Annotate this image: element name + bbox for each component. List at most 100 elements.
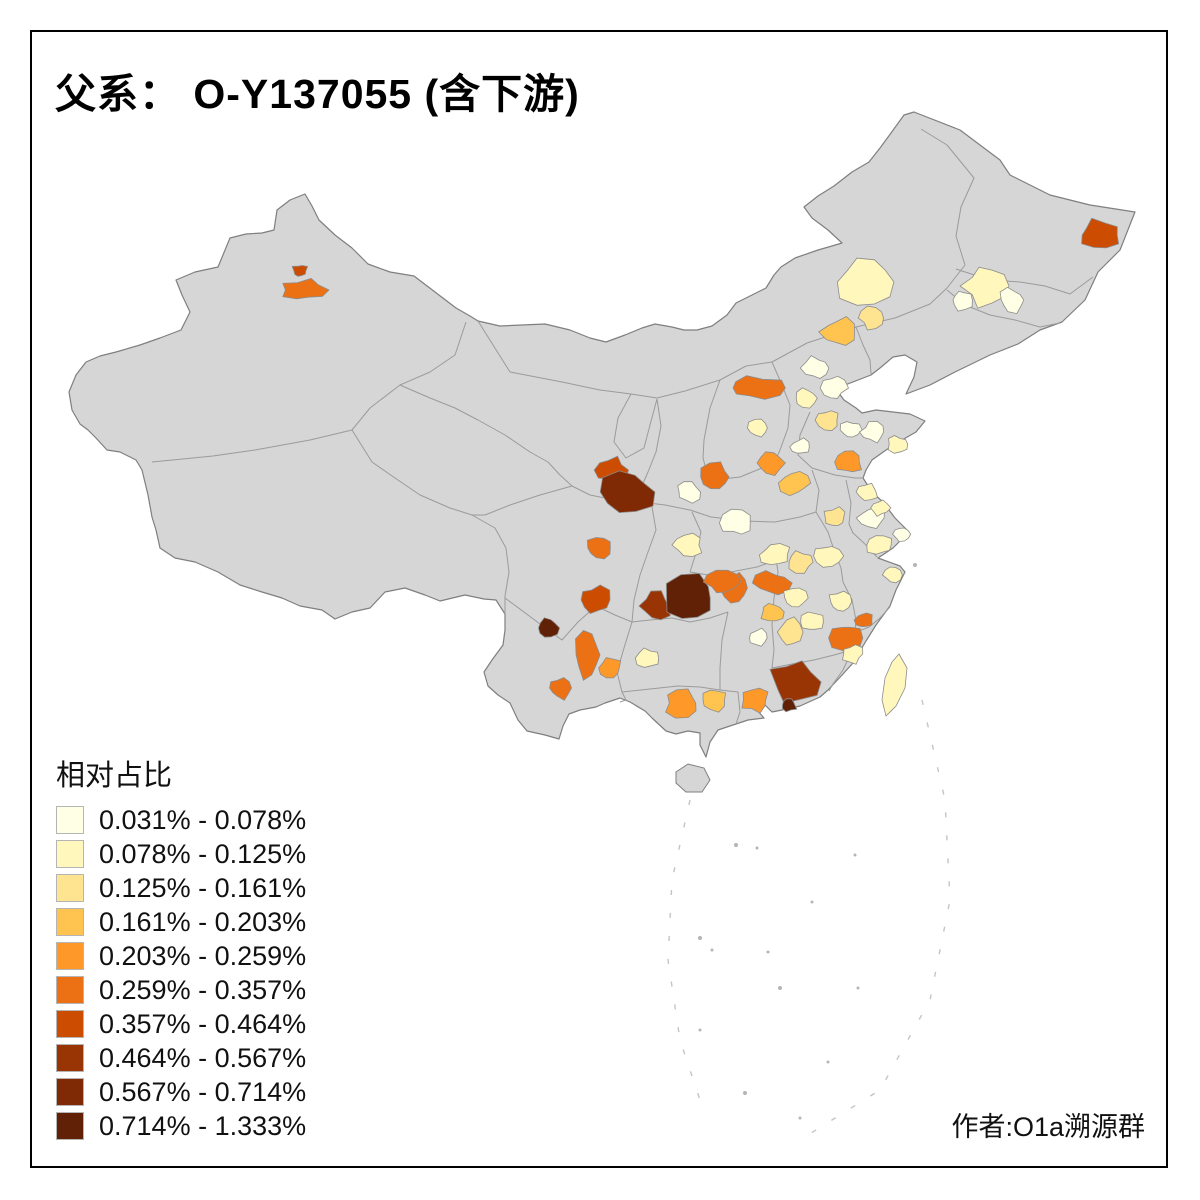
map-region xyxy=(855,482,878,501)
map-region xyxy=(758,543,791,566)
island-speck xyxy=(743,1091,747,1095)
map-region xyxy=(749,627,768,647)
legend-row: 0.203% - 0.259% xyxy=(56,942,306,970)
legend-row: 0.357% - 0.464% xyxy=(56,1010,306,1038)
map-region xyxy=(776,616,804,646)
map-region xyxy=(819,375,850,399)
map-region xyxy=(671,532,703,557)
map-region xyxy=(718,508,751,535)
map-region xyxy=(760,602,785,622)
map-region xyxy=(813,546,845,568)
map-region-taiwan xyxy=(881,653,908,717)
legend-row: 0.464% - 0.567% xyxy=(56,1044,306,1072)
legend-row: 0.567% - 0.714% xyxy=(56,1078,306,1106)
map-region xyxy=(891,527,912,543)
page-title: 父系： O-Y137055 (含下游) xyxy=(55,71,580,117)
legend: 相对占比 0.031% - 0.078% 0.078% - 0.125% 0.125… xyxy=(56,752,306,1146)
island-speck xyxy=(853,853,857,857)
map-region xyxy=(751,570,793,596)
map-region xyxy=(789,437,810,454)
island-speck xyxy=(766,950,770,954)
legend-row: 0.031% - 0.078% xyxy=(56,806,306,834)
map-region xyxy=(828,590,853,612)
map-region xyxy=(788,550,814,574)
legend-label: 0.125% - 0.161% xyxy=(99,873,307,903)
map-region xyxy=(836,257,895,306)
map-region xyxy=(702,569,742,594)
island-speck xyxy=(734,843,738,847)
legend-rows: 0.031% - 0.078% 0.078% - 0.125% 0.125% - 0… xyxy=(56,806,306,1140)
legend-title: 相对占比 xyxy=(56,760,173,792)
map-region xyxy=(746,418,768,438)
legend-label: 0.203% - 0.259% xyxy=(99,941,307,971)
island-speck xyxy=(826,1060,830,1064)
legend-label: 0.714% - 1.333% xyxy=(99,1111,307,1141)
legend-row: 0.125% - 0.161% xyxy=(56,874,306,902)
map-region xyxy=(858,420,885,444)
legend-label: 0.031% - 0.078% xyxy=(99,805,307,835)
island-speck xyxy=(798,1116,802,1120)
map-region xyxy=(823,506,846,527)
map-region xyxy=(795,387,818,409)
south-china-sea-features xyxy=(667,563,951,1141)
map-region xyxy=(700,461,730,490)
legend-label: 0.464% - 0.567% xyxy=(99,1043,307,1073)
legend-swatch xyxy=(56,874,84,902)
map-region xyxy=(291,265,309,277)
nine-dash-line-west xyxy=(667,799,701,1101)
map-region xyxy=(741,687,769,714)
map-region xyxy=(665,688,697,719)
legend-label: 0.259% - 0.357% xyxy=(99,975,307,1005)
map-region xyxy=(677,481,701,504)
map-region xyxy=(853,612,873,628)
island-speck xyxy=(778,986,782,990)
map-region xyxy=(866,535,892,555)
map-region xyxy=(538,617,561,638)
map-region xyxy=(818,316,855,346)
map-region xyxy=(732,375,786,400)
map-region xyxy=(282,278,330,300)
legend-label: 0.161% - 0.203% xyxy=(99,907,307,937)
hainan-island xyxy=(675,763,711,793)
map-region xyxy=(549,677,572,701)
map-region xyxy=(834,450,863,473)
map-region xyxy=(634,647,659,668)
island-speck xyxy=(710,948,714,952)
map-region xyxy=(702,689,727,713)
legend-swatch xyxy=(56,806,84,834)
island-speck xyxy=(755,846,759,850)
legend-row: 0.259% - 0.357% xyxy=(56,976,306,1004)
map-region xyxy=(881,566,903,584)
island-speck xyxy=(913,563,917,567)
china-basemap xyxy=(68,111,1136,758)
map-region xyxy=(782,698,798,713)
legend-swatch xyxy=(56,1112,84,1140)
map-region xyxy=(1081,217,1120,249)
map-region xyxy=(842,644,864,665)
attribution: 作者:O1a溯源群 xyxy=(951,1112,1145,1142)
nine-dash-line-east xyxy=(799,699,951,1141)
province-borders xyxy=(151,128,1094,725)
map-region xyxy=(586,537,611,560)
island-speck xyxy=(856,986,860,990)
legend-row: 0.161% - 0.203% xyxy=(56,908,306,936)
map-region xyxy=(999,286,1025,315)
map-region xyxy=(870,499,892,517)
map-region xyxy=(887,435,909,454)
legend-label: 0.078% - 0.125% xyxy=(99,839,307,869)
legend-swatch xyxy=(56,840,84,868)
map-region xyxy=(575,630,601,681)
map-region xyxy=(777,470,812,497)
map-region xyxy=(799,355,830,379)
legend-swatch xyxy=(56,1010,84,1038)
island-speck xyxy=(698,936,702,940)
map-region xyxy=(857,305,884,331)
map-region xyxy=(598,657,622,679)
map-region xyxy=(580,584,611,614)
map-region xyxy=(814,410,839,432)
regions-layer xyxy=(282,217,1120,719)
island-speck xyxy=(810,900,814,904)
legend-label: 0.357% - 0.464% xyxy=(99,1009,307,1039)
legend-label: 0.567% - 0.714% xyxy=(99,1077,307,1107)
